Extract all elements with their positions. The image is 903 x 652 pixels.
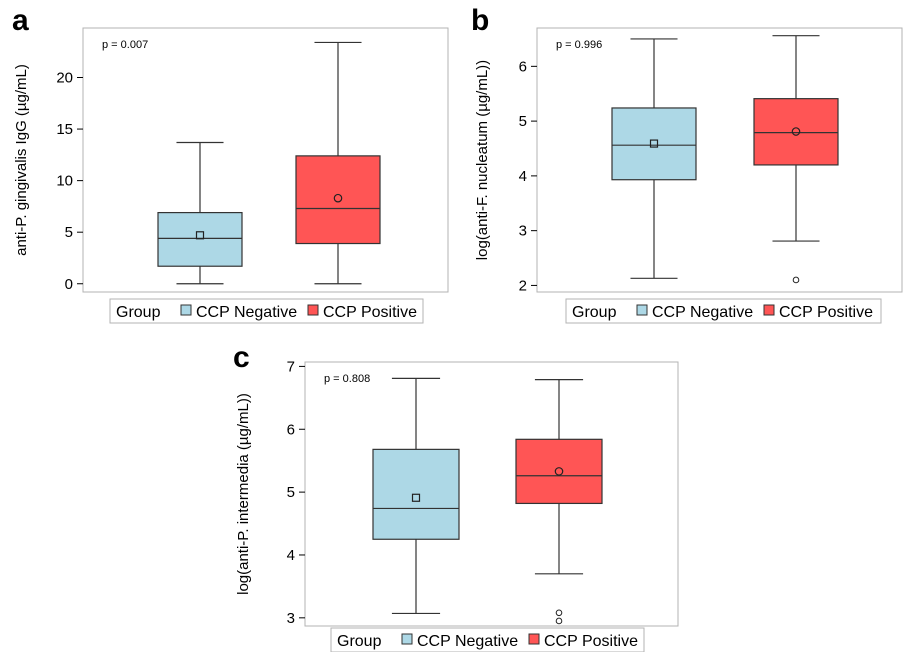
legend: Group CCP Negative CCP Positive: [565, 298, 882, 324]
panel-letter: a: [12, 4, 29, 37]
legend-title: Group: [116, 304, 161, 321]
mean-marker: [411, 493, 421, 502]
legend-swatch-ccp-negative: [636, 304, 648, 316]
mean-marker: [195, 231, 205, 240]
y-axis-label: log(anti-P. intermedia (µg/mL)): [235, 393, 252, 595]
box-ccp-negative: [157, 141, 243, 285]
box-ccp-negative: [372, 377, 460, 615]
legend-frame: [330, 627, 645, 652]
box-body: [295, 155, 381, 245]
mean-marker: [333, 193, 343, 203]
p-value-label: p = 0.808: [324, 373, 370, 385]
p-value-label: p = 0.996: [556, 39, 602, 51]
y-tick-label: 15: [56, 121, 73, 138]
box-body: [157, 211, 243, 267]
y-axis: 0 5 10 15 20: [56, 70, 83, 293]
legend-title: Group: [572, 304, 617, 321]
legend-label-ccp-positive: CCP Positive: [544, 633, 638, 650]
y-tick-label: 5: [287, 484, 295, 501]
mean-marker: [649, 139, 659, 148]
box-ccp-negative: [611, 38, 697, 279]
legend-swatch-ccp-negative: [180, 304, 192, 316]
y-axis-label: anti-P. gingivalis IgG (µg/mL): [13, 64, 30, 256]
y-tick-label: 3: [287, 610, 295, 627]
p-value-label: p = 0.007: [102, 39, 148, 51]
y-tick-label: 5: [519, 113, 527, 130]
outlier-point: [792, 276, 800, 284]
outlier-point: [555, 617, 563, 625]
y-axis: 2 3 4 5 6: [519, 58, 537, 294]
plot-frame: [536, 27, 903, 293]
y-tick-label: 0: [65, 276, 73, 293]
legend-swatch-ccp-positive: [528, 633, 540, 645]
legend-label-ccp-negative: CCP Negative: [417, 633, 518, 650]
y-tick-label: 10: [56, 173, 73, 190]
y-tick-label: 6: [519, 58, 527, 75]
legend: Group CCP Negative CCP Positive: [109, 298, 424, 324]
legend-swatch-ccp-positive: [763, 304, 775, 316]
legend-frame: [109, 298, 424, 324]
legend-label-ccp-positive: CCP Positive: [779, 304, 873, 321]
legend: Group CCP Negative CCP Positive: [330, 627, 645, 652]
legend-label-ccp-negative: CCP Negative: [196, 304, 297, 321]
plot-frame: [82, 27, 449, 293]
y-tick-label: 7: [287, 358, 295, 375]
y-axis: 3 4 5 6 7: [287, 358, 305, 627]
box-ccp-positive: [515, 379, 603, 625]
panel-b: b p = 0.996 2 3 4 5 6 log(anti-F. nucleatum (µg…: [471, 4, 903, 324]
y-tick-label: 6: [287, 421, 295, 438]
panel-letter: c: [233, 341, 250, 374]
y-tick-label: 4: [519, 168, 527, 185]
mean-marker: [791, 127, 801, 136]
panel-letter: b: [471, 4, 489, 37]
legend-title: Group: [337, 633, 382, 650]
y-tick-label: 5: [65, 224, 73, 241]
y-axis-label: log(anti-F. nucleatum (µg/mL)): [474, 60, 491, 260]
box-ccp-positive: [753, 35, 839, 284]
box-ccp-positive: [295, 41, 381, 285]
y-tick-label: 3: [519, 223, 527, 240]
legend-swatch-ccp-negative: [401, 633, 413, 645]
panel-a: a p = 0.007 0 5 10 15 20 anti-P. gingivalis IgG…: [12, 4, 449, 324]
y-tick-label: 20: [56, 70, 73, 87]
box-body: [753, 98, 839, 166]
outlier-point: [555, 609, 563, 617]
plot-frame: [304, 361, 679, 627]
legend-label-ccp-negative: CCP Negative: [652, 304, 753, 321]
box-body: [611, 107, 697, 181]
y-tick-label: 4: [287, 547, 295, 564]
legend-label-ccp-positive: CCP Positive: [323, 304, 417, 321]
mean-marker: [554, 467, 564, 476]
legend-frame: [565, 298, 882, 324]
panel-c: c p = 0.808 3 4 5 6 7 log(anti-P. intermedia (µ…: [233, 341, 679, 652]
box-body: [515, 438, 603, 505]
y-tick-label: 2: [519, 277, 527, 294]
legend-swatch-ccp-positive: [307, 304, 319, 316]
